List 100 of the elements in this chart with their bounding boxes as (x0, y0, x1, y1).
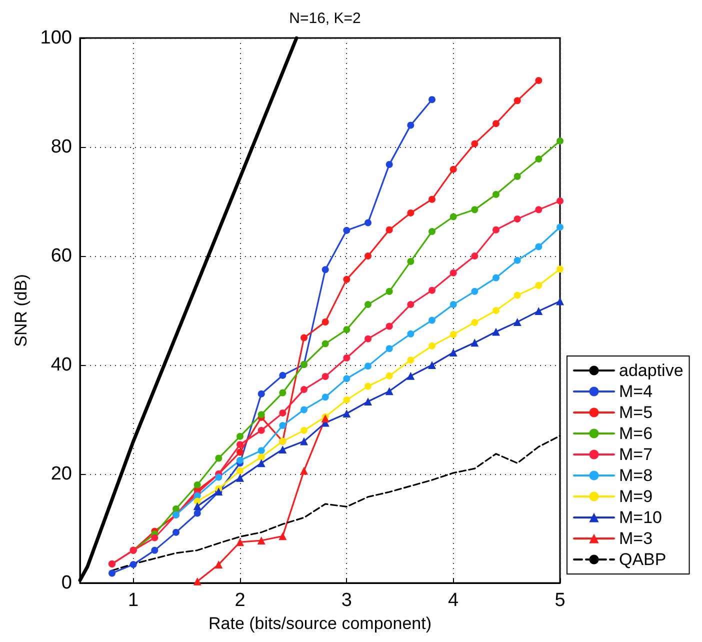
point (343, 326, 350, 334)
point (343, 396, 350, 404)
point (300, 426, 308, 434)
x-tick-label: 5 (554, 590, 566, 611)
point (492, 190, 500, 198)
point (450, 269, 457, 276)
x-tick-label: 2 (234, 590, 246, 611)
point (193, 502, 202, 510)
point (514, 172, 521, 180)
point (407, 330, 414, 338)
y-tick-label: 100 (40, 28, 72, 48)
point (471, 140, 478, 148)
point (342, 410, 351, 418)
x-tick-label: 4 (448, 590, 460, 611)
y-tick-label: 40 (50, 354, 72, 376)
point (535, 77, 542, 84)
point (450, 166, 457, 173)
point (407, 301, 414, 308)
point (428, 286, 436, 294)
point (236, 538, 244, 546)
point (407, 122, 414, 129)
point (258, 390, 265, 398)
point (492, 328, 500, 336)
point (364, 362, 372, 370)
point (364, 398, 372, 406)
point (364, 219, 372, 226)
point (428, 316, 436, 324)
point (278, 445, 287, 454)
point (194, 510, 201, 517)
point (257, 536, 266, 544)
point (364, 252, 372, 260)
point (514, 215, 521, 222)
point (556, 224, 564, 231)
point (257, 459, 266, 468)
point (492, 120, 500, 128)
legend-label: QABP (619, 550, 666, 569)
point (108, 570, 116, 577)
x-tick-label: 1 (128, 590, 139, 611)
point (492, 307, 500, 314)
point (322, 340, 329, 348)
point (236, 467, 244, 474)
point (343, 226, 350, 234)
point (300, 386, 308, 394)
point (236, 456, 244, 464)
point (492, 226, 500, 234)
point (470, 338, 479, 347)
point (407, 258, 414, 265)
point (236, 448, 244, 456)
point (428, 196, 436, 203)
legend-label: M=3 (619, 529, 653, 548)
point (428, 96, 436, 104)
x-axis-title: Rate (bits/source component) (208, 614, 432, 633)
y-tick-label: 20 (50, 464, 72, 484)
legend-label: M=10 (619, 508, 662, 527)
point (535, 243, 542, 250)
point (215, 474, 222, 481)
point (322, 318, 329, 326)
point (194, 498, 201, 505)
point (130, 560, 137, 568)
point (514, 256, 521, 264)
point (258, 426, 265, 434)
point (151, 546, 158, 554)
point (471, 206, 478, 214)
legend-label: M=8 (619, 466, 653, 485)
legend-label: adaptive (619, 361, 684, 380)
y-axis-title: SNR (dB) (11, 274, 30, 347)
point (450, 330, 457, 338)
point (194, 481, 201, 488)
point (534, 307, 543, 316)
point (236, 432, 244, 440)
point (343, 276, 350, 283)
point (386, 288, 393, 295)
x-tick-label: 3 (341, 590, 352, 611)
point (428, 342, 436, 350)
point (471, 252, 478, 260)
point (364, 382, 372, 390)
point (386, 226, 393, 234)
point (215, 454, 222, 462)
point (279, 372, 286, 379)
point (407, 209, 414, 216)
point (449, 348, 458, 356)
point (258, 411, 265, 418)
y-tick-label: 0 (61, 572, 72, 594)
point (258, 447, 265, 454)
point (279, 409, 286, 416)
point (300, 334, 308, 342)
point (214, 560, 223, 568)
point (556, 138, 564, 145)
point (450, 213, 457, 220)
point (535, 282, 542, 289)
point (300, 406, 308, 414)
point (258, 454, 265, 461)
point (386, 345, 393, 352)
point (535, 155, 542, 162)
point (343, 354, 350, 362)
legend-label: M=9 (619, 487, 653, 506)
point (471, 288, 478, 295)
point (514, 292, 521, 299)
legend-label: M=6 (619, 424, 653, 443)
point (385, 387, 394, 396)
